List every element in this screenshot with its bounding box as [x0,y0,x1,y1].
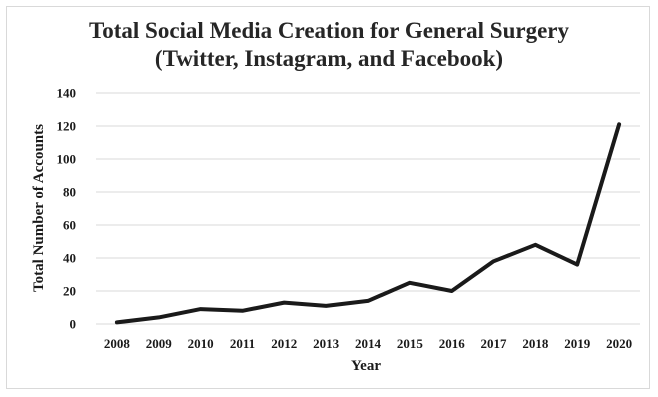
x-tick-label: 2010 [188,336,214,351]
y-tick-labels: 0 20 40 60 80 100 120 140 [57,86,77,332]
x-tick-label: 2012 [271,336,297,351]
x-axis-label: Year [351,358,381,374]
y-tick-label: 80 [63,185,76,200]
x-tick-label: 2015 [397,336,424,351]
x-tick-labels: 2008 2009 2010 2011 2012 2013 2014 2015 2016 2017… [104,336,632,351]
y-tick-label: 120 [57,119,77,134]
x-tick-label: 2018 [522,336,549,351]
y-tick-label: 60 [63,218,76,233]
y-axis-label: Total Number of Accounts [31,124,47,292]
y-tick-label: 20 [63,284,76,299]
series-line [114,122,622,325]
y-tick-label: 100 [57,152,77,167]
x-tick-label: 2016 [439,336,466,351]
chart-subtitle: (Twitter, Instagram, and Facebook) [154,46,504,71]
y-tick-label: 140 [57,86,77,101]
y-tick-label: 0 [70,317,77,332]
data-points [116,124,620,323]
x-tick-label: 2009 [146,336,173,351]
chart-frame [6,6,650,389]
chart-title: Total Social Media Creation for General … [89,18,569,43]
x-tick-label: 2008 [104,336,131,351]
x-tick-label: 2014 [355,336,382,351]
gridlines [96,92,640,325]
x-tick-label: 2017 [481,336,508,351]
x-tick-label: 2019 [564,336,591,351]
x-tick-label: 2011 [230,336,255,351]
y-tick-label: 40 [63,251,76,266]
x-tick-label: 2013 [313,336,340,351]
x-tick-label: 2020 [606,336,632,351]
